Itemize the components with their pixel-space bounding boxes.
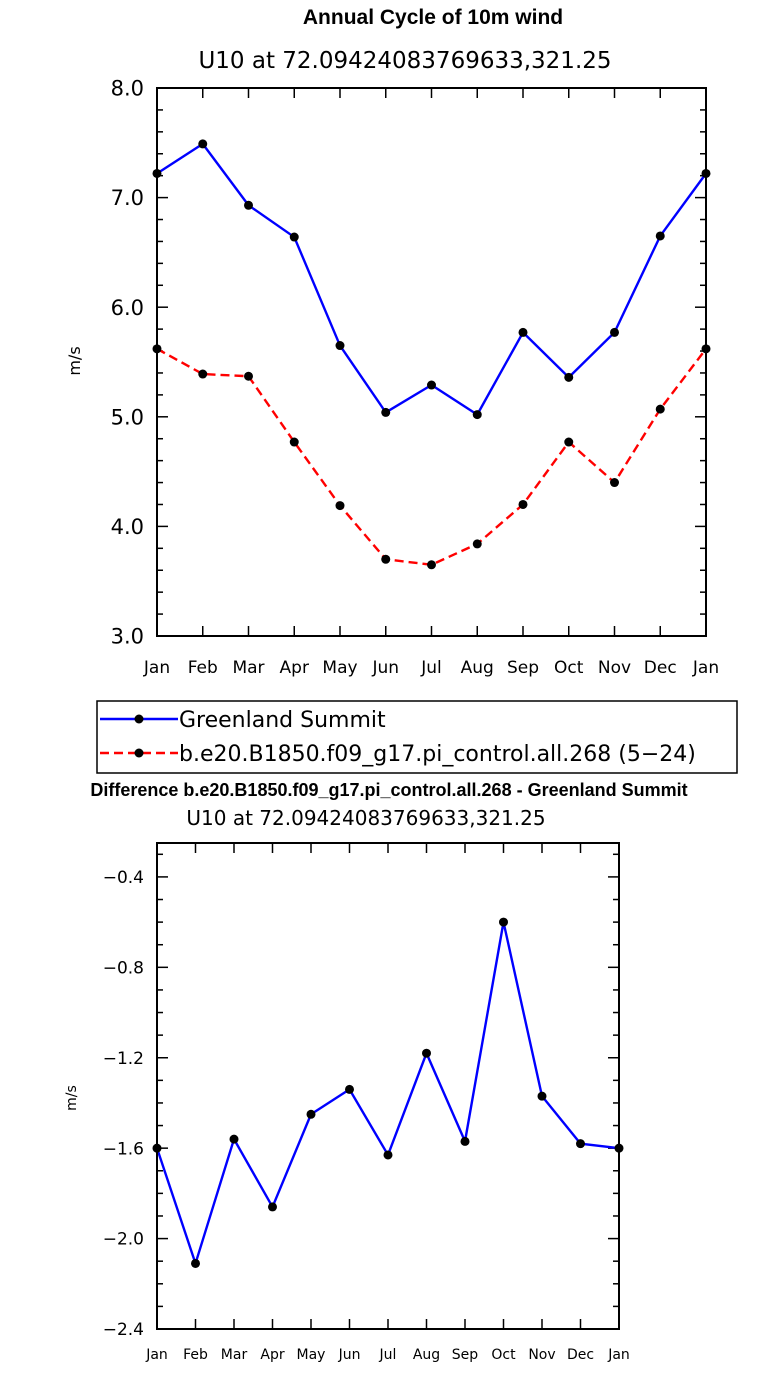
series-line-0 [155,920,620,1265]
chart-bottom-plot-frame [156,842,620,1330]
chart-bottom-subtitle: U10 at 72.09424083769633,321.25 [186,806,545,830]
xtick-label: Apr [280,658,309,678]
chart-bottom-ylabel: m/s [64,1085,80,1111]
legend-label-model: b.e20.B1850.f09_g17.pi_control.all.268 (… [179,742,696,767]
chart-top: Annual Cycle of 10m wind U10 at 72.09424… [65,6,719,678]
legend-label-greenland: Greenland Summit [179,708,386,733]
ytick-label: −1.2 [103,1049,144,1069]
chart-bottom-ticks [156,843,620,1330]
series-0-point [518,327,528,337]
ytick-label: −0.8 [103,958,144,978]
xtick-label: Jan [143,658,170,678]
ytick-label: 5.0 [111,405,144,429]
xtick-label: Nov [598,658,631,678]
ytick-label: −2.4 [103,1320,144,1340]
series-1-point [610,478,619,488]
xtick-label: Jan [607,1347,630,1363]
ytick-label: −1.6 [103,1139,144,1159]
chart-bottom-series [152,917,624,1268]
xtick-label: Sep [452,1347,479,1363]
xtick-label: Dec [644,658,677,678]
series-0-point [229,1134,239,1144]
chart-top-ticks [156,87,707,637]
series-0-point [460,1136,470,1146]
series-1-point [381,554,391,564]
series-0-point [472,410,482,420]
ytick-label: 3.0 [111,625,144,649]
series-1-point [289,437,299,447]
legend-marker-greenland [134,714,144,724]
series-1-point [335,501,345,511]
series-0-point [381,407,391,417]
xtick-label: Oct [554,658,584,678]
xtick-label: May [322,658,357,678]
chart-bottom-ytick-labels: −2.4 −2.0 −1.6 −1.2 −0.8 −0.4 [103,868,144,1340]
series-line-0 [156,142,707,416]
series-0-point [383,1150,393,1160]
xtick-label: Aug [461,658,494,678]
series-1-point [655,404,665,414]
ytick-label: 6.0 [111,296,144,320]
series-0-point [655,231,665,241]
series-1-point [198,369,208,379]
series-1-point [518,499,528,509]
series-1-point [427,560,436,570]
xtick-label: Oct [491,1347,516,1363]
xtick-label: Jul [379,1347,397,1363]
chart-top-legend: Greenland Summit b.e20.B1850.f09_g17.pi_… [96,700,738,774]
xtick-label: Jun [338,1347,361,1363]
xtick-label: Mar [221,1347,248,1363]
xtick-label: Apr [260,1347,284,1363]
series-0-point [576,1139,585,1149]
chart-top-title: Annual Cycle of 10m wind [303,6,563,29]
chart-top-ytick-labels: 3.0 4.0 5.0 6.0 7.0 8.0 [111,77,144,649]
ytick-label: −0.4 [103,868,144,888]
series-0-point [564,372,574,382]
xtick-label: Jun [371,658,399,678]
ytick-label: −2.0 [103,1230,144,1250]
series-0-point [198,139,208,149]
xtick-label: Dec [567,1347,594,1363]
chart-bottom-xtick-labels: Jan Feb Mar Apr May Jun Jul Aug Sep Oct Nov Dec Jan [145,1347,630,1363]
chart-top-plot-frame [156,87,707,637]
chart-top-subtitle: U10 at 72.09424083769633,321.25 [198,48,611,74]
chart-top-ylabel: m/s [65,346,84,375]
ytick-label: 8.0 [111,77,144,101]
legend-box [96,700,738,774]
chart-bottom-title: Difference b.e20.B1850.f09_g17.pi_contro… [90,780,687,800]
xtick-label: Feb [188,658,218,678]
series-0-point [422,1048,431,1058]
series-0-point [537,1091,547,1101]
series-1-point [564,437,574,447]
series-0-point [335,341,345,351]
chart-bottom: Difference b.e20.B1850.f09_g17.pi_contro… [64,780,688,1363]
series-0-point [306,1109,316,1119]
xtick-label: May [297,1347,326,1363]
chart-top-series [152,139,711,570]
ytick-label: 4.0 [111,515,144,539]
xtick-label: Jan [145,1347,168,1363]
series-0-point [289,232,299,242]
xtick-label: Sep [507,658,539,678]
xtick-label: Nov [528,1347,555,1363]
series-0-point [427,380,436,390]
series-0-point [610,327,619,337]
series-0-point [191,1258,200,1268]
series-1-point [472,539,482,549]
legend-marker-model [134,748,144,758]
series-0-point [345,1084,354,1094]
series-1-point [244,371,253,381]
xtick-label: Feb [183,1347,208,1363]
xtick-label: Mar [232,658,264,678]
xtick-label: Aug [413,1347,440,1363]
ytick-label: 7.0 [111,186,144,210]
series-0-point [499,917,508,927]
chart-top-xtick-labels: Jan Feb Mar Apr May Jun Jul Aug Sep Oct Nov Dec Jan [143,658,719,678]
series-0-point [268,1202,277,1212]
xtick-label: Jul [420,658,442,678]
series-0-point [244,200,253,210]
xtick-label: Jan [692,658,719,678]
